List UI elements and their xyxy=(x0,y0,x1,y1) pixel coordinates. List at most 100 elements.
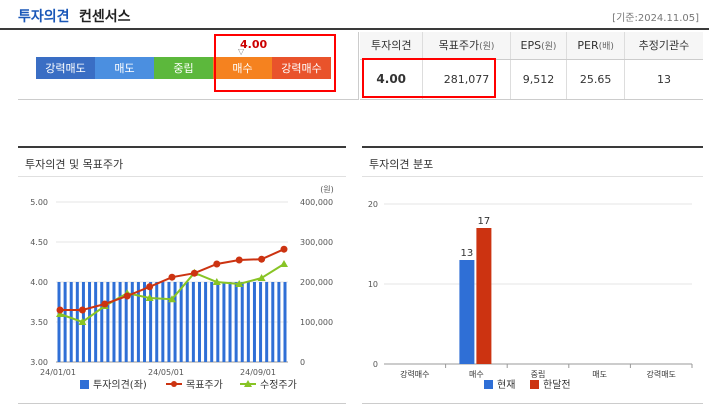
right-axis-tick: 0 xyxy=(300,358,305,367)
opinion-marker-triangle: ▽ xyxy=(238,47,245,56)
left-axis-tick: 4.50 xyxy=(30,238,48,247)
opinion-bar xyxy=(240,282,244,362)
opinion-bar xyxy=(161,282,165,362)
y-axis-tick: 10 xyxy=(368,280,378,289)
opinion-bar xyxy=(197,282,201,362)
col-opinion: 투자의견 xyxy=(360,32,423,60)
scale-buy: 매수 xyxy=(213,57,272,79)
legend-marker-adjusted xyxy=(244,380,252,387)
opinion-bar xyxy=(179,282,183,362)
left-axis-tick: 4.00 xyxy=(30,278,48,287)
opinion-bar xyxy=(124,282,128,362)
target-price-point xyxy=(123,292,131,300)
opinion-bar xyxy=(136,282,140,362)
opinion-bar xyxy=(57,282,61,362)
right-axis-tick: 200,000 xyxy=(300,278,333,287)
opinion-bar xyxy=(246,282,250,362)
adjusted-price-point xyxy=(78,318,87,325)
bar-value-label: 17 xyxy=(478,216,491,227)
col-institutions: 추정기관수 xyxy=(623,32,703,60)
y-axis-tick: 0 xyxy=(373,360,378,369)
scale-neutral: 중립 xyxy=(154,57,213,79)
opinion-value: 4.00 xyxy=(360,59,423,100)
section-title-consensus: 컨센서스 xyxy=(79,9,131,25)
target-price-point xyxy=(235,256,243,264)
legend-swatch-month-ago xyxy=(530,380,539,389)
adjusted-price-point xyxy=(280,260,288,267)
col-eps: EPS(원) xyxy=(509,32,567,60)
scale-strong-sell: 강력매도 xyxy=(36,57,95,79)
y-axis-tick: 20 xyxy=(368,200,378,209)
opinion-bar xyxy=(283,282,287,362)
opinion-bar xyxy=(88,282,92,362)
opinion-bar xyxy=(252,282,256,362)
bar-value-label: 13 xyxy=(461,248,474,259)
category-label: 중립 xyxy=(531,370,546,379)
opinion-bar xyxy=(191,282,195,362)
legend-month-ago: 한달전 xyxy=(543,379,571,391)
target-price-point xyxy=(213,260,221,268)
opinion-bar xyxy=(277,282,281,362)
opinion-scale-bar: 강력매도 매도 중립 매수 강력매수 xyxy=(36,57,331,79)
x-axis-tick: 24/09/01 xyxy=(240,368,276,377)
opinion-marker-value: 4.00 xyxy=(240,38,268,51)
institutions-value: 13 xyxy=(623,59,703,100)
opinion-distribution-panel: 투자의견 분포 20 10 0 강력매수 매수 13 17 중립 매도 강력매도 현재 한달전 xyxy=(362,146,703,404)
left-axis-tick: 3.00 xyxy=(30,358,48,367)
x-axis-tick: 24/01/01 xyxy=(40,368,76,377)
opinion-bar xyxy=(149,282,153,362)
target-price-point xyxy=(101,300,109,308)
col-target-price: 목표주가(원) xyxy=(422,32,511,60)
category-label: 매수 xyxy=(469,370,484,379)
right-axis-tick: 400,000 xyxy=(300,198,333,207)
scale-strong-buy: 강력매수 xyxy=(272,57,331,79)
opinion-bar xyxy=(106,282,110,362)
opinion-bar xyxy=(228,282,232,362)
opinion-bar xyxy=(118,282,122,362)
adjusted-price-point xyxy=(257,274,266,281)
scale-sell: 매도 xyxy=(95,57,154,79)
consensus-scale-area: 4.00 ▽ 강력매도 매도 중립 매수 강력매수 xyxy=(18,32,359,100)
legend-target: 목표주가 xyxy=(186,379,223,391)
section-title-opinion: 투자의견 xyxy=(18,9,70,25)
legend-current: 현재 xyxy=(497,379,515,391)
opinion-bar xyxy=(204,282,208,362)
opinion-bar xyxy=(63,282,67,362)
category-label: 매도 xyxy=(592,370,607,379)
category-label: 강력매수 xyxy=(400,369,429,379)
opinion-bar xyxy=(94,282,98,362)
right-axis-tick: 100,000 xyxy=(300,318,333,327)
opinion-bar xyxy=(112,282,116,362)
opinion-bar xyxy=(69,282,73,362)
highlight-box-scale xyxy=(214,34,336,92)
adjusted-price-point xyxy=(145,294,154,301)
opinion-bar xyxy=(173,282,177,362)
target-price-point xyxy=(280,245,288,253)
opinion-bar xyxy=(130,282,134,362)
adjusted-price-point xyxy=(168,295,176,303)
opinion-bar xyxy=(167,282,171,362)
opinion-bar xyxy=(222,282,226,362)
target-price-point xyxy=(78,306,86,314)
highlight-box-table xyxy=(362,58,496,98)
target-price-point xyxy=(146,283,154,291)
adjusted-price-point xyxy=(212,278,221,285)
distribution-bar xyxy=(476,228,492,364)
target-price-point xyxy=(56,306,64,314)
opinion-bar xyxy=(210,282,214,362)
opinion-bar xyxy=(271,282,275,362)
table-header-row: 투자의견 목표주가(원) EPS(원) PER(배) 추정기관수 xyxy=(360,32,703,60)
per-value: 25.65 xyxy=(566,59,625,100)
adjusted-price-point xyxy=(235,280,244,287)
left-axis-tick: 3.50 xyxy=(30,318,48,327)
opinion-bar xyxy=(265,282,269,362)
opinion-bar xyxy=(259,282,263,362)
opinion-bar xyxy=(75,282,79,362)
opinion-bar xyxy=(100,282,104,362)
opinion-bar xyxy=(155,282,159,362)
opinion-bar xyxy=(143,282,147,362)
opinion-target-price-panel: 투자의견 및 목표주가 (원) 5.00 4.50 4.00 3.50 3.00 400,0… xyxy=(18,146,346,404)
opinion-bar xyxy=(234,282,238,362)
right-axis-tick: 300,000 xyxy=(300,238,333,247)
